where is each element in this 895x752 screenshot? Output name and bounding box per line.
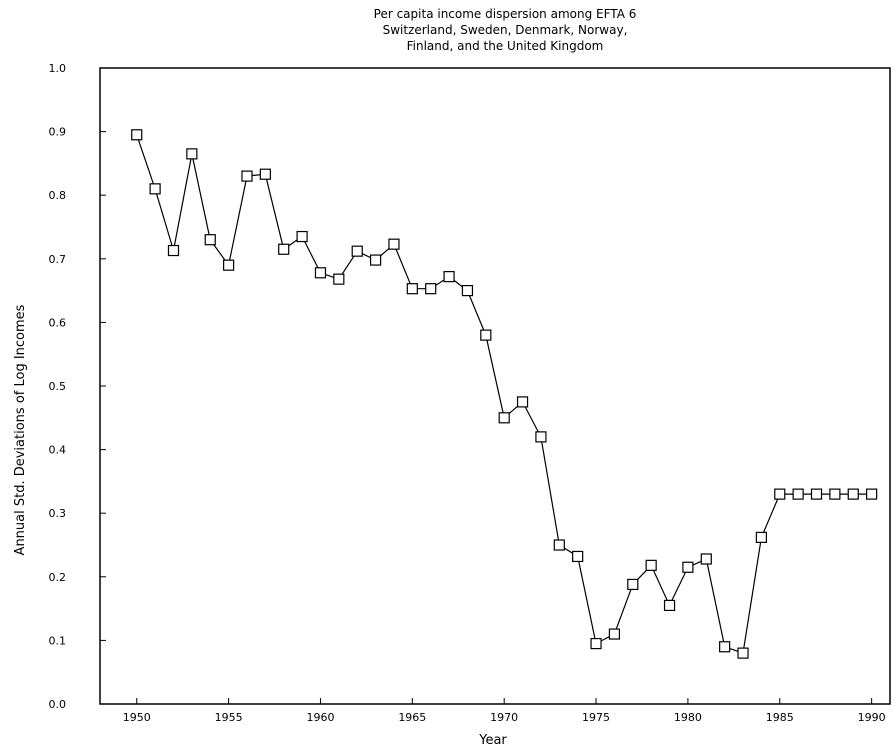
y-tick-label: 0.5 [49,380,67,393]
data-point-marker [443,271,455,283]
x-tick-label: 1970 [490,711,518,724]
x-axis: 1950 1955 1960 1965 1970 1975 1980 1985 1990 [123,698,886,724]
x-tick-label: 1985 [766,711,794,724]
y-axis-title: Annual Std. Deviations of Log Incomes [13,304,28,555]
data-point-marker [866,488,878,500]
data-point-marker [333,273,345,285]
x-tick-label: 1990 [858,711,886,724]
x-tick-label: 1965 [398,711,426,724]
y-tick-label: 0.7 [49,253,67,266]
x-tick-label: 1960 [306,711,334,724]
y-tick-label: 0.4 [49,444,67,457]
data-point-marker [406,283,418,295]
data-point-marker [425,283,437,295]
data-point-marker [167,244,180,257]
data-point-marker [480,329,492,341]
x-tick-label: 1950 [123,711,151,724]
data-point-marker [388,238,400,250]
data-point-marker [461,285,474,297]
chart-title-line-3: Finland, and the United Kingdom [407,39,604,53]
data-point-marker [700,553,712,565]
data-point-marker [553,539,565,551]
y-tick-label: 0.8 [49,189,67,202]
data-point-marker [516,396,529,408]
x-tick-label: 1975 [582,711,610,724]
data-point-marker [663,599,676,612]
data-point-marker [186,148,198,160]
data-point-marker [204,234,216,246]
x-tick-label: 1980 [674,711,702,724]
data-point-marker [755,531,767,543]
data-point-marker [847,488,859,500]
y-tick-label: 1.0 [49,62,67,75]
data-point-marker [829,488,841,500]
series-line [136,134,872,654]
data-point-marker [719,641,731,653]
data-point-marker [810,488,823,500]
series-layer [131,129,878,659]
y-tick-label: 0.3 [49,507,67,520]
data-point-marker [296,230,308,243]
chart-title-line-1: Per capita income dispersion among EFTA … [374,7,637,21]
chart-title-line-2: Switzerland, Sweden, Denmark, Norway, [383,23,628,37]
data-point-marker [737,647,749,659]
data-point-marker [572,550,584,563]
data-point-marker [241,170,253,182]
chart-title: Per capita income dispersion among EFTA … [374,7,637,53]
data-point-marker [627,578,639,591]
y-axis: 0.0 0.1 0.2 0.3 0.4 0.5 0.6 0.7 0.8 0.9 1.0 [49,62,106,711]
plot-area-frame [99,67,891,705]
data-point-marker [590,637,602,650]
data-point-marker [278,243,290,255]
y-tick-label: 0.9 [49,126,67,139]
y-tick-label: 0.0 [49,698,67,711]
y-tick-label: 0.6 [49,316,67,329]
data-point-marker [774,488,786,500]
x-tick-label: 1955 [215,711,243,724]
data-point-marker [351,245,363,257]
data-point-marker [149,183,161,195]
data-point-marker [645,559,657,571]
data-point-marker [131,129,143,141]
x-axis-title: Year [478,733,507,748]
data-point-marker [223,259,235,271]
data-point-marker [498,412,510,424]
data-point-marker [792,488,804,500]
data-point-marker [608,628,621,640]
data-point-marker [314,267,327,279]
data-point-marker [535,431,547,443]
y-tick-label: 0.2 [49,571,67,584]
y-tick-label: 0.1 [49,634,67,647]
data-point-marker [259,168,271,180]
data-point-marker [369,254,382,266]
data-point-marker [682,561,694,573]
